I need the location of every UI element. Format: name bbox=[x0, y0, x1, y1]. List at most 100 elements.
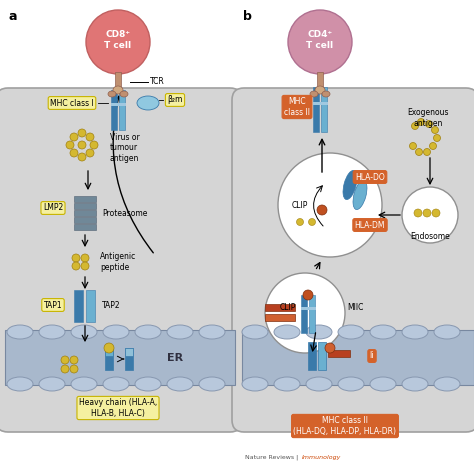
Ellipse shape bbox=[199, 377, 225, 391]
FancyBboxPatch shape bbox=[0, 88, 242, 432]
Ellipse shape bbox=[167, 377, 193, 391]
Ellipse shape bbox=[242, 377, 268, 391]
Ellipse shape bbox=[137, 96, 159, 110]
Bar bbox=[5, 330, 235, 385]
Circle shape bbox=[70, 149, 78, 157]
Bar bbox=[265, 304, 295, 311]
Bar bbox=[321, 87, 327, 132]
Circle shape bbox=[297, 219, 303, 226]
Ellipse shape bbox=[338, 325, 364, 339]
FancyBboxPatch shape bbox=[232, 88, 474, 432]
Ellipse shape bbox=[71, 377, 97, 391]
Text: Antigenic
peptide: Antigenic peptide bbox=[100, 252, 136, 272]
Circle shape bbox=[70, 356, 78, 364]
Text: CD4⁺
T cell: CD4⁺ T cell bbox=[306, 30, 334, 50]
Bar bbox=[313, 102, 328, 105]
Ellipse shape bbox=[113, 86, 123, 94]
Circle shape bbox=[416, 148, 422, 155]
Ellipse shape bbox=[167, 325, 193, 339]
Text: Exogenous
antigen: Exogenous antigen bbox=[407, 108, 449, 128]
Bar bbox=[301, 307, 316, 310]
Ellipse shape bbox=[310, 91, 318, 97]
Circle shape bbox=[431, 127, 438, 133]
Circle shape bbox=[81, 262, 89, 270]
Bar bbox=[74, 290, 83, 322]
Circle shape bbox=[70, 133, 78, 141]
Text: HLA-DM: HLA-DM bbox=[355, 220, 385, 229]
Bar bbox=[86, 290, 95, 322]
Ellipse shape bbox=[274, 325, 300, 339]
Text: Heavy chain (HLA-A,
HLA-B, HLA-C): Heavy chain (HLA-A, HLA-B, HLA-C) bbox=[79, 398, 157, 418]
Text: CLIP: CLIP bbox=[292, 201, 308, 210]
Ellipse shape bbox=[274, 377, 300, 391]
Ellipse shape bbox=[135, 325, 161, 339]
Ellipse shape bbox=[199, 325, 225, 339]
Circle shape bbox=[70, 365, 78, 373]
Text: TAP2: TAP2 bbox=[102, 300, 120, 309]
Ellipse shape bbox=[103, 325, 129, 339]
Bar bbox=[313, 87, 319, 132]
Ellipse shape bbox=[338, 377, 364, 391]
Text: TCR: TCR bbox=[150, 78, 165, 87]
Text: Immunology: Immunology bbox=[302, 455, 341, 460]
Ellipse shape bbox=[434, 377, 460, 391]
Ellipse shape bbox=[242, 325, 268, 339]
Bar bbox=[74, 217, 96, 223]
Bar bbox=[111, 103, 126, 106]
Ellipse shape bbox=[322, 91, 330, 97]
Bar bbox=[317, 72, 323, 90]
Text: b: b bbox=[243, 10, 252, 23]
Bar bbox=[309, 295, 315, 333]
Ellipse shape bbox=[7, 325, 33, 339]
Ellipse shape bbox=[71, 325, 97, 339]
Text: β₂m: β₂m bbox=[167, 96, 182, 105]
Ellipse shape bbox=[370, 325, 396, 339]
Circle shape bbox=[411, 122, 419, 130]
Bar bbox=[242, 330, 474, 385]
Circle shape bbox=[104, 343, 114, 353]
Bar bbox=[125, 348, 133, 370]
Bar bbox=[105, 348, 113, 356]
Text: MIIC: MIIC bbox=[347, 303, 364, 312]
Circle shape bbox=[78, 141, 86, 149]
Ellipse shape bbox=[434, 325, 460, 339]
Text: Endosome: Endosome bbox=[410, 232, 450, 241]
Circle shape bbox=[81, 254, 89, 262]
Text: CD8⁺
T cell: CD8⁺ T cell bbox=[104, 30, 132, 50]
Bar bbox=[74, 210, 96, 216]
Bar bbox=[111, 90, 117, 130]
Bar bbox=[308, 342, 316, 370]
Circle shape bbox=[72, 254, 80, 262]
Ellipse shape bbox=[103, 377, 129, 391]
Ellipse shape bbox=[108, 91, 116, 97]
Circle shape bbox=[423, 209, 431, 217]
Circle shape bbox=[423, 148, 430, 155]
Text: CLIP: CLIP bbox=[280, 303, 296, 312]
Bar bbox=[74, 196, 96, 202]
Ellipse shape bbox=[7, 377, 33, 391]
Circle shape bbox=[325, 343, 335, 353]
Circle shape bbox=[414, 209, 422, 217]
Ellipse shape bbox=[343, 171, 357, 200]
Bar bbox=[74, 224, 96, 230]
Circle shape bbox=[432, 209, 440, 217]
Bar bbox=[105, 348, 113, 370]
Bar bbox=[125, 348, 133, 356]
Ellipse shape bbox=[402, 377, 428, 391]
Bar bbox=[328, 350, 350, 357]
Text: Proteasome: Proteasome bbox=[102, 209, 147, 218]
Circle shape bbox=[78, 129, 86, 137]
Bar bbox=[265, 314, 295, 321]
Bar bbox=[115, 72, 121, 90]
Circle shape bbox=[288, 10, 352, 74]
Circle shape bbox=[434, 135, 440, 141]
Text: Ii: Ii bbox=[370, 351, 374, 360]
Text: LMP2: LMP2 bbox=[43, 203, 63, 212]
Text: MHC
class II: MHC class II bbox=[284, 97, 310, 117]
Circle shape bbox=[86, 133, 94, 141]
Ellipse shape bbox=[39, 325, 65, 339]
Bar bbox=[301, 295, 307, 333]
Ellipse shape bbox=[315, 86, 325, 94]
Bar bbox=[318, 342, 326, 370]
Circle shape bbox=[426, 121, 432, 128]
